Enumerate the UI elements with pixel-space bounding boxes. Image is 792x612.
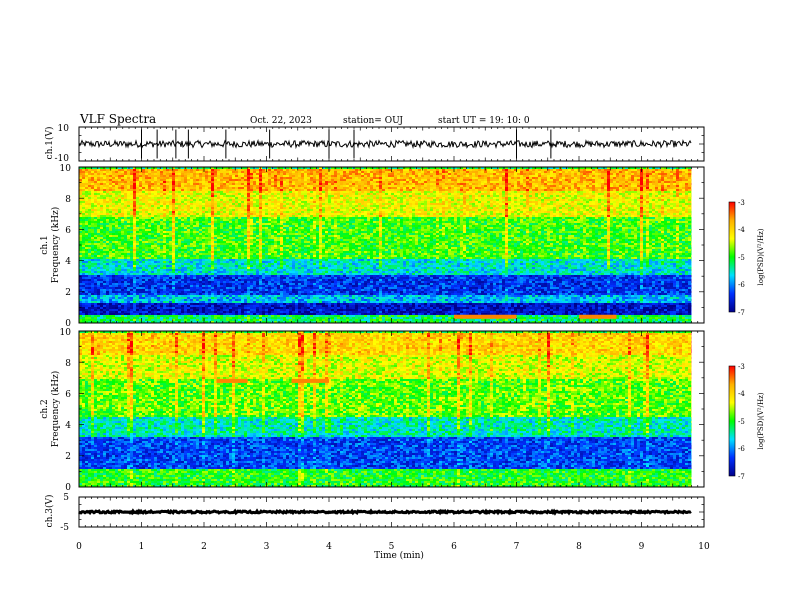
xtick-label: 2 bbox=[201, 542, 207, 552]
ytick-label: 8 bbox=[65, 359, 71, 369]
ch1-waveform-ytick-labels: 10 -10 bbox=[55, 124, 70, 164]
ch1-spectrogram-ylabel-channel: ch.1 bbox=[40, 235, 50, 254]
colorbar-tick-label: -4 bbox=[738, 226, 745, 234]
xtick-label: 6 bbox=[451, 542, 457, 552]
ch2-spectrogram-panel bbox=[79, 331, 704, 487]
colorbar-tick-label: -5 bbox=[738, 418, 745, 426]
ytick-label: 4 bbox=[65, 421, 71, 431]
ch2-spectrogram-ylabel-frequency: Frequency (kHz) bbox=[50, 371, 61, 448]
colorbar-tick-label: -7 bbox=[738, 309, 745, 317]
ch3-waveform-ylabel: ch.3(V) bbox=[44, 495, 55, 528]
ch1-waveform-panel bbox=[79, 127, 704, 161]
ytick-label: 2 bbox=[65, 288, 71, 298]
ytick-label: 6 bbox=[65, 226, 71, 236]
ch3-waveform-panel bbox=[79, 497, 704, 527]
ch1-colorbar-gradient bbox=[729, 202, 735, 312]
ytick-label: 0 bbox=[65, 483, 71, 493]
ytick-label: 5 bbox=[63, 493, 69, 503]
ch1-waveform-ylabel: ch.1(V) bbox=[44, 127, 55, 160]
ch1-colorbar: -3 -4 -5 -6 -7 log(PSD)(V²/Hz) bbox=[729, 199, 765, 317]
colorbar-label: log(PSD)(V²/Hz) bbox=[757, 392, 765, 449]
header-station: station= OUJ bbox=[343, 116, 403, 126]
xtick-label: 1 bbox=[139, 542, 145, 552]
colorbar-tick-label: -6 bbox=[738, 445, 745, 453]
xtick-label: 4 bbox=[326, 542, 332, 552]
spectrogram-feature bbox=[454, 315, 517, 319]
ch2-colorbar-gradient bbox=[729, 366, 735, 476]
xtick-label: 3 bbox=[264, 542, 270, 552]
ytick-label: 10 bbox=[60, 164, 72, 174]
ytick-label: 2 bbox=[65, 452, 71, 462]
ytick-label: 4 bbox=[65, 257, 71, 267]
waveform-trace bbox=[79, 511, 691, 513]
waveform-trace bbox=[79, 141, 691, 148]
x-axis-label: Time (min) bbox=[374, 550, 424, 561]
xtick-label: 8 bbox=[576, 542, 582, 552]
xtick-label: 9 bbox=[639, 542, 645, 552]
ytick-label: 8 bbox=[65, 195, 71, 205]
spectrogram-cells bbox=[79, 167, 694, 323]
colorbar-tick-label: -3 bbox=[738, 199, 745, 207]
ch3-waveform-ytick-labels: 5 -5 bbox=[60, 493, 69, 533]
colorbar-tick-label: -3 bbox=[738, 363, 745, 371]
colorbar-tick-label: -7 bbox=[738, 473, 745, 481]
colorbar-tick-label: -4 bbox=[738, 390, 745, 398]
ytick-label: -5 bbox=[60, 523, 69, 533]
ytick-label: 6 bbox=[65, 390, 71, 400]
ch2-colorbar: -3 -4 -5 -6 -7 log(PSD)(V²/Hz) bbox=[729, 363, 765, 481]
xtick-label: 7 bbox=[514, 542, 520, 552]
spectrogram-feature bbox=[217, 379, 248, 383]
colorbar-tick-label: -5 bbox=[738, 254, 745, 262]
ch1-spectrogram-panel bbox=[79, 167, 704, 323]
spectrogram-feature bbox=[292, 379, 330, 383]
xtick-label: 0 bbox=[76, 542, 82, 552]
ytick-label: 10 bbox=[58, 124, 70, 134]
ch1-spectrogram-ytick-labels: 10 8 6 4 2 0 bbox=[60, 164, 72, 329]
ch2-spectrogram-ylabel-channel: ch.2 bbox=[40, 399, 50, 418]
spectrogram-cells bbox=[79, 331, 694, 487]
figure-title: VLF Spectra bbox=[79, 112, 156, 126]
ch2-spectrogram-ytick-labels: 10 8 6 4 2 0 bbox=[60, 328, 72, 493]
header-start-ut: start UT = 19: 10: 0 bbox=[438, 116, 530, 126]
colorbar-label: log(PSD)(V²/Hz) bbox=[757, 228, 765, 285]
xtick-label: 10 bbox=[698, 542, 710, 552]
ytick-label: 10 bbox=[60, 328, 72, 338]
spectrogram-feature bbox=[579, 315, 617, 319]
header-date: Oct. 22, 2023 bbox=[250, 116, 312, 126]
ytick-label: -10 bbox=[55, 154, 70, 164]
colorbar-tick-label: -6 bbox=[738, 281, 745, 289]
ch1-spectrogram-ylabel-frequency: Frequency (kHz) bbox=[50, 207, 61, 284]
